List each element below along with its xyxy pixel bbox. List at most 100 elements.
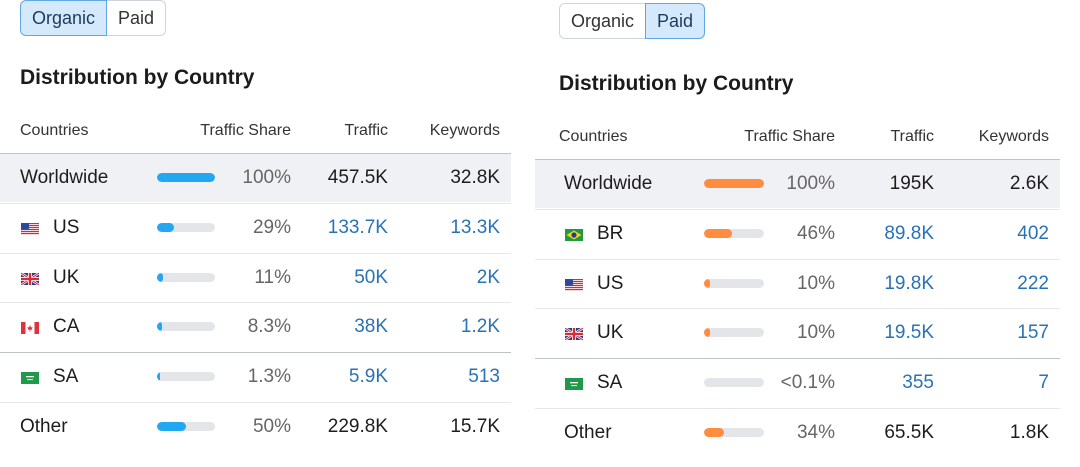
- traffic-share-value: 1.3%: [247, 366, 291, 388]
- country-name: SA: [597, 372, 623, 394]
- header-traffic: Traffic: [344, 122, 388, 139]
- keywords-link[interactable]: 222: [1017, 272, 1049, 294]
- keywords-link[interactable]: 7: [1038, 372, 1049, 394]
- traffic-value: 229.8K: [327, 416, 388, 437]
- country-row-uk[interactable]: UK 10% 19.5K 157: [535, 308, 1060, 357]
- country-row-uk[interactable]: UK 11% 50K 2K: [0, 252, 511, 302]
- traffic-share-value: 11%: [254, 266, 291, 288]
- traffic-value: 195K: [889, 173, 934, 194]
- traffic-share-bar: [704, 179, 764, 188]
- traffic-share-value: 10%: [796, 322, 835, 344]
- traffic-share-value: <0.1%: [780, 372, 835, 394]
- traffic-share-bar: [704, 328, 764, 338]
- row-divider: [0, 153, 511, 154]
- traffic-share-value: 46%: [796, 222, 835, 244]
- traffic-link[interactable]: 133.7K: [327, 216, 388, 238]
- row-divider: [535, 208, 1060, 210]
- country-row-br[interactable]: BR 46% 89.8K 402: [535, 208, 1060, 258]
- row-divider: [0, 352, 511, 354]
- country-name: BR: [597, 222, 624, 244]
- traffic-share-bar-fill: [157, 322, 162, 332]
- traffic-share-bar: [157, 372, 215, 382]
- keywords-value: 1.8K: [1009, 422, 1049, 443]
- region-name: Other: [20, 416, 68, 437]
- worldwide-row: Worldwide 100% 195K 2.6K: [535, 159, 1060, 208]
- traffic-share-value: 10%: [796, 272, 835, 294]
- traffic-link[interactable]: 38K: [354, 316, 388, 338]
- row-divider: [535, 308, 1060, 310]
- header-keywords: Keywords: [429, 122, 500, 139]
- uk-flag-icon: [564, 327, 584, 342]
- country-name: UK: [597, 322, 624, 344]
- traffic-share-bar-fill: [157, 422, 186, 431]
- row-divider: [0, 252, 511, 254]
- uk-flag-icon: [20, 271, 40, 286]
- row-divider: [0, 202, 511, 204]
- traffic-share-value: 34%: [796, 422, 835, 443]
- traffic-share-value: 100%: [242, 167, 291, 188]
- region-name: Worldwide: [20, 167, 109, 188]
- traffic-share-bar: [157, 222, 215, 232]
- organic-paid-toggle: Organic Paid: [20, 0, 167, 36]
- country-row-sa[interactable]: SA 1.3% 5.9K 513: [0, 352, 511, 401]
- keywords-link[interactable]: 2K: [476, 266, 500, 288]
- row-divider: [535, 408, 1060, 409]
- traffic-share-bar-fill: [704, 228, 732, 238]
- keywords-link[interactable]: 157: [1017, 322, 1049, 344]
- region-name: Other: [564, 422, 612, 443]
- ca-flag-icon: [21, 321, 39, 335]
- country-name: UK: [53, 266, 80, 288]
- country-name: US: [597, 272, 624, 294]
- country-name: CA: [53, 316, 80, 338]
- section-title: Distribution by Country: [20, 66, 255, 89]
- us-flag-icon: [21, 222, 39, 235]
- sa-flag-icon: [21, 371, 39, 385]
- traffic-value: 457.5K: [327, 167, 388, 188]
- traffic-link[interactable]: 19.5K: [884, 322, 934, 344]
- paid-button[interactable]: Paid: [645, 3, 706, 39]
- organic-distribution-panel: Organic Paid Distribution by Country Cou…: [0, 0, 511, 451]
- header-traffic-share: Traffic Share: [744, 128, 835, 145]
- traffic-link[interactable]: 50K: [354, 266, 388, 288]
- traffic-share-bar: [157, 322, 215, 332]
- keywords-link[interactable]: 1.2K: [460, 316, 500, 338]
- country-row-sa[interactable]: SA <0.1% 355 7: [535, 358, 1060, 407]
- header-countries: Countries: [559, 128, 628, 145]
- traffic-link[interactable]: 89.8K: [884, 222, 934, 244]
- us-flag-icon: [565, 278, 583, 291]
- other-row: Other 50% 229.8K 15.7K: [0, 402, 511, 451]
- keywords-link[interactable]: 513: [468, 366, 500, 388]
- traffic-share-bar-fill: [704, 428, 724, 437]
- row-divider: [0, 402, 511, 403]
- row-divider: [535, 159, 1060, 160]
- section-title: Distribution by Country: [559, 72, 794, 95]
- organic-paid-toggle: Organic Paid: [559, 3, 706, 39]
- keywords-link[interactable]: 402: [1017, 222, 1049, 244]
- row-divider: [0, 302, 511, 304]
- br-flag-icon: [565, 228, 583, 241]
- keywords-value: 15.7K: [450, 416, 500, 437]
- traffic-link[interactable]: 19.8K: [884, 272, 934, 294]
- country-row-us[interactable]: US 10% 19.8K 222: [535, 258, 1060, 308]
- traffic-share-bar-fill: [704, 179, 764, 188]
- traffic-share-bar: [704, 378, 764, 388]
- traffic-share-bar-fill: [157, 372, 160, 382]
- traffic-share-value: 100%: [786, 173, 835, 194]
- paid-button[interactable]: Paid: [107, 0, 167, 36]
- traffic-share-bar: [704, 278, 764, 288]
- keywords-link[interactable]: 13.3K: [450, 216, 500, 238]
- traffic-link[interactable]: 355: [902, 372, 934, 394]
- country-name: SA: [53, 366, 79, 388]
- organic-button[interactable]: Organic: [20, 0, 108, 36]
- traffic-share-bar-fill: [157, 272, 163, 282]
- traffic-share-value: 50%: [252, 416, 291, 437]
- traffic-link[interactable]: 5.9K: [348, 366, 388, 388]
- organic-button[interactable]: Organic: [559, 3, 647, 39]
- country-row-ca[interactable]: CA 8.3% 38K 1.2K: [0, 302, 511, 351]
- traffic-value: 65.5K: [884, 422, 934, 443]
- country-row-us[interactable]: US 29% 133.7K 13.3K: [0, 202, 511, 252]
- header-traffic-share: Traffic Share: [200, 122, 291, 139]
- traffic-share-bar: [157, 422, 215, 431]
- keywords-value: 2.6K: [1009, 173, 1049, 194]
- traffic-share-bar: [704, 228, 764, 238]
